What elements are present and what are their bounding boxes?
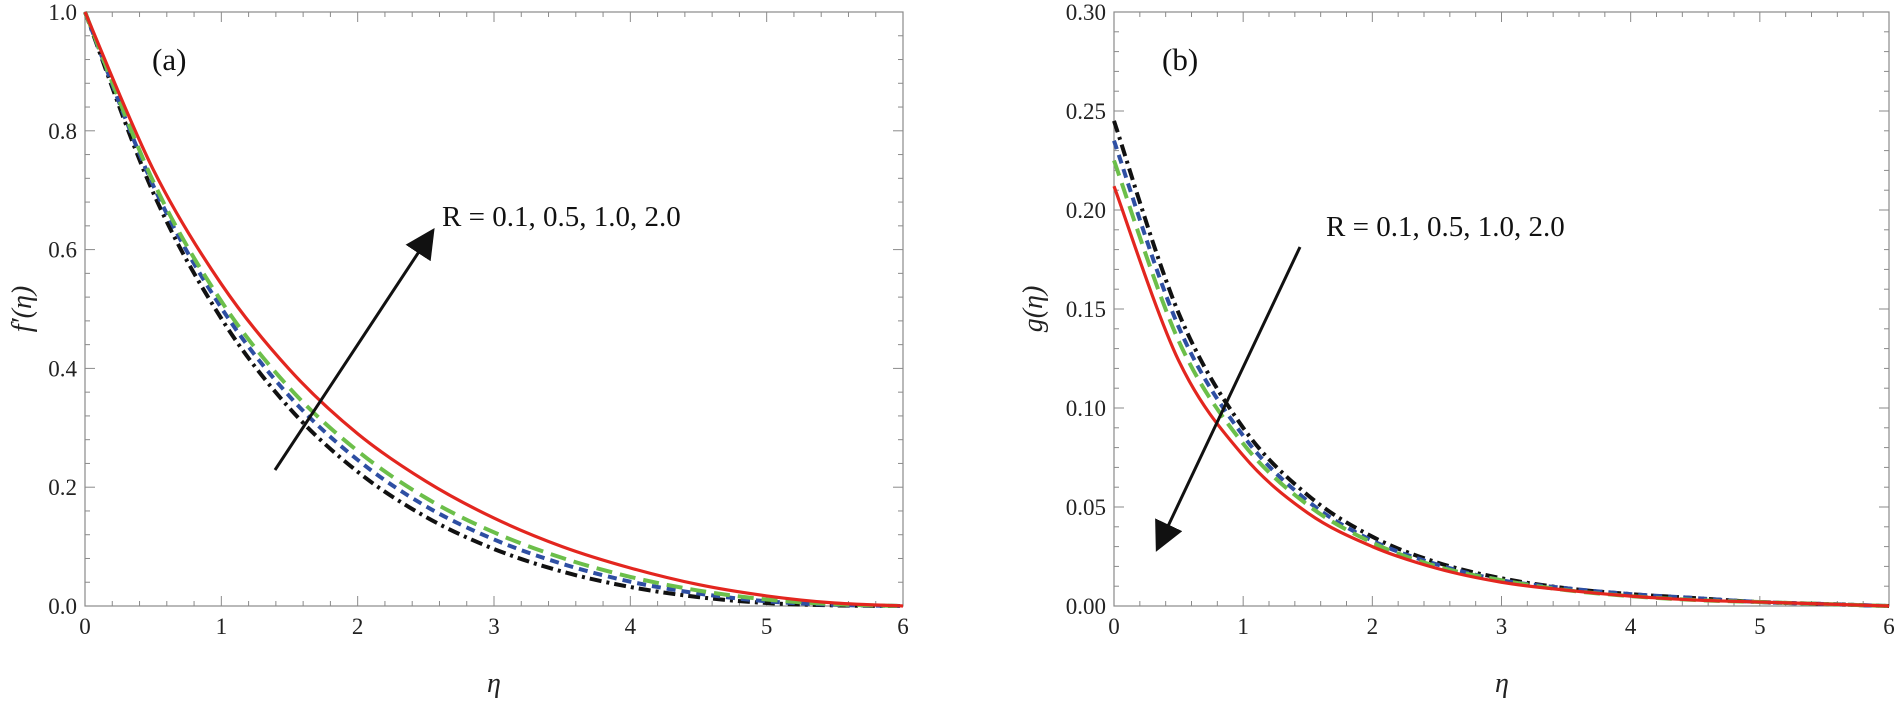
y-tick-label-b: 0.20 xyxy=(1066,198,1106,223)
y-tick-label-b: 0.15 xyxy=(1066,297,1106,322)
series-line-a-0-5 xyxy=(83,11,904,608)
annotation-text-a: R = 0.1, 0.5, 1.0, 2.0 xyxy=(442,201,681,233)
trend-arrow-a xyxy=(273,227,435,471)
axis-ticks-b: 0 1 2 3 4 5 6 0.00 0.05 0.10 0.15 0.20 0.25 0.30 xyxy=(1066,0,1895,639)
x-tick-label-b: 6 xyxy=(1883,614,1895,639)
x-axis-label-b: η xyxy=(1495,668,1509,699)
series-group-a xyxy=(83,11,904,608)
y-tick-label-b: 0.30 xyxy=(1066,0,1106,25)
y-tick-label-a: 0.2 xyxy=(48,475,77,500)
x-tick-label-b: 3 xyxy=(1496,614,1508,639)
x-tick-label-b: 1 xyxy=(1237,614,1249,639)
y-tick-label-b: 0.25 xyxy=(1066,99,1106,124)
y-tick-label-b: 0.10 xyxy=(1066,396,1106,421)
x-tick-label-b: 4 xyxy=(1625,614,1637,639)
y-tick-label-a: 0.4 xyxy=(48,356,77,381)
trend-arrow-b xyxy=(1155,246,1302,552)
series-line-b-0-5 xyxy=(1112,140,1890,608)
series-line-a-2-0 xyxy=(83,11,904,608)
panel-label-a: (a) xyxy=(152,42,186,77)
x-tick-label-a: 5 xyxy=(761,614,773,639)
y-tick-label-a: 0.6 xyxy=(48,238,77,263)
x-tick-label-a: 3 xyxy=(488,614,500,639)
y-tick-label-b: 0.05 xyxy=(1066,495,1106,520)
chart-panel-b: 0 1 2 3 4 5 60.000.050.100.150.200.250.30 (b) … xyxy=(1018,0,1895,699)
x-tick-label-b: 0 xyxy=(1108,614,1120,639)
series-line-b-0-1 xyxy=(1112,120,1890,608)
chart-panel-a: 0 1 2 3 4 5 6 0.0 0.2 0.4 0.6 0.8 1.0 (a) R = 0.1, 0… xyxy=(7,0,909,699)
x-axis-label-a: η xyxy=(487,668,501,699)
series-line-a-1-0 xyxy=(83,11,904,608)
y-axis-label-a: f′(η) xyxy=(7,286,38,332)
y-tick-label-a: 0.0 xyxy=(48,594,77,619)
y-tick-label-a: 1.0 xyxy=(48,0,77,25)
x-tick-label-a: 6 xyxy=(897,614,909,639)
axis-ticks-a: 0 1 2 3 4 5 6 0.0 0.2 0.4 0.6 0.8 1.0 xyxy=(48,0,909,639)
panel-label-b: (b) xyxy=(1162,42,1198,77)
x-tick-label-a: 4 xyxy=(625,614,637,639)
x-tick-label-a: 1 xyxy=(216,614,228,639)
x-tick-label-a: 2 xyxy=(352,614,364,639)
y-axis-label-b: g(η) xyxy=(1018,286,1049,333)
x-tick-label-b: 5 xyxy=(1754,614,1766,639)
series-line-a-0-1 xyxy=(83,11,904,608)
series-group-b xyxy=(1112,120,1890,608)
plot-frame-b xyxy=(1113,11,1890,607)
annotation-text-b: R = 0.1, 0.5, 1.0, 2.0 xyxy=(1326,211,1565,243)
x-tick-label-a: 0 xyxy=(79,614,91,639)
x-tick-label-b: 2 xyxy=(1367,614,1379,639)
y-tick-label-a: 0.8 xyxy=(48,119,77,144)
y-tick-label-b: 0.00 xyxy=(1066,594,1106,619)
